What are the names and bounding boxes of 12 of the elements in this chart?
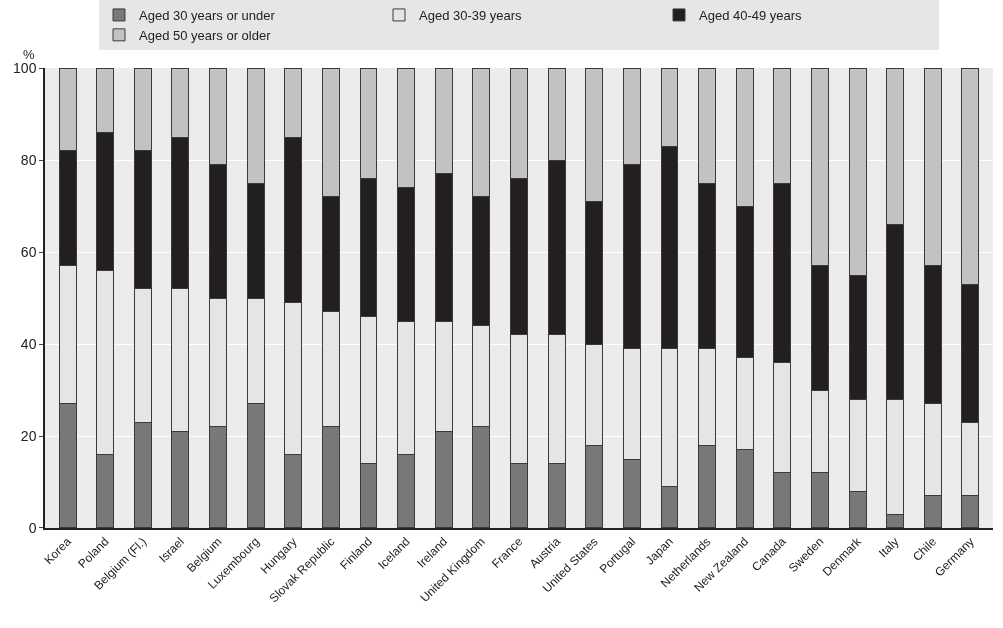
y-tick-label: 100 xyxy=(13,60,37,76)
y-tick-label: 60 xyxy=(20,243,37,260)
y-axis-title: % xyxy=(23,47,35,62)
y-tick-label: 20 xyxy=(20,427,37,444)
y-tick-label: 40 xyxy=(20,335,37,352)
x-tick-label: Italy xyxy=(876,534,902,561)
y-tick-label: 80 xyxy=(20,151,37,168)
legend-label: Aged 30 years or under xyxy=(139,8,276,24)
legend-label: Aged 30-39 years xyxy=(419,8,523,24)
legend-label: Aged 40-49 years xyxy=(699,8,803,24)
y-tick-label: 0 xyxy=(28,519,37,536)
legend-label: Aged 50 years or older xyxy=(139,27,272,43)
